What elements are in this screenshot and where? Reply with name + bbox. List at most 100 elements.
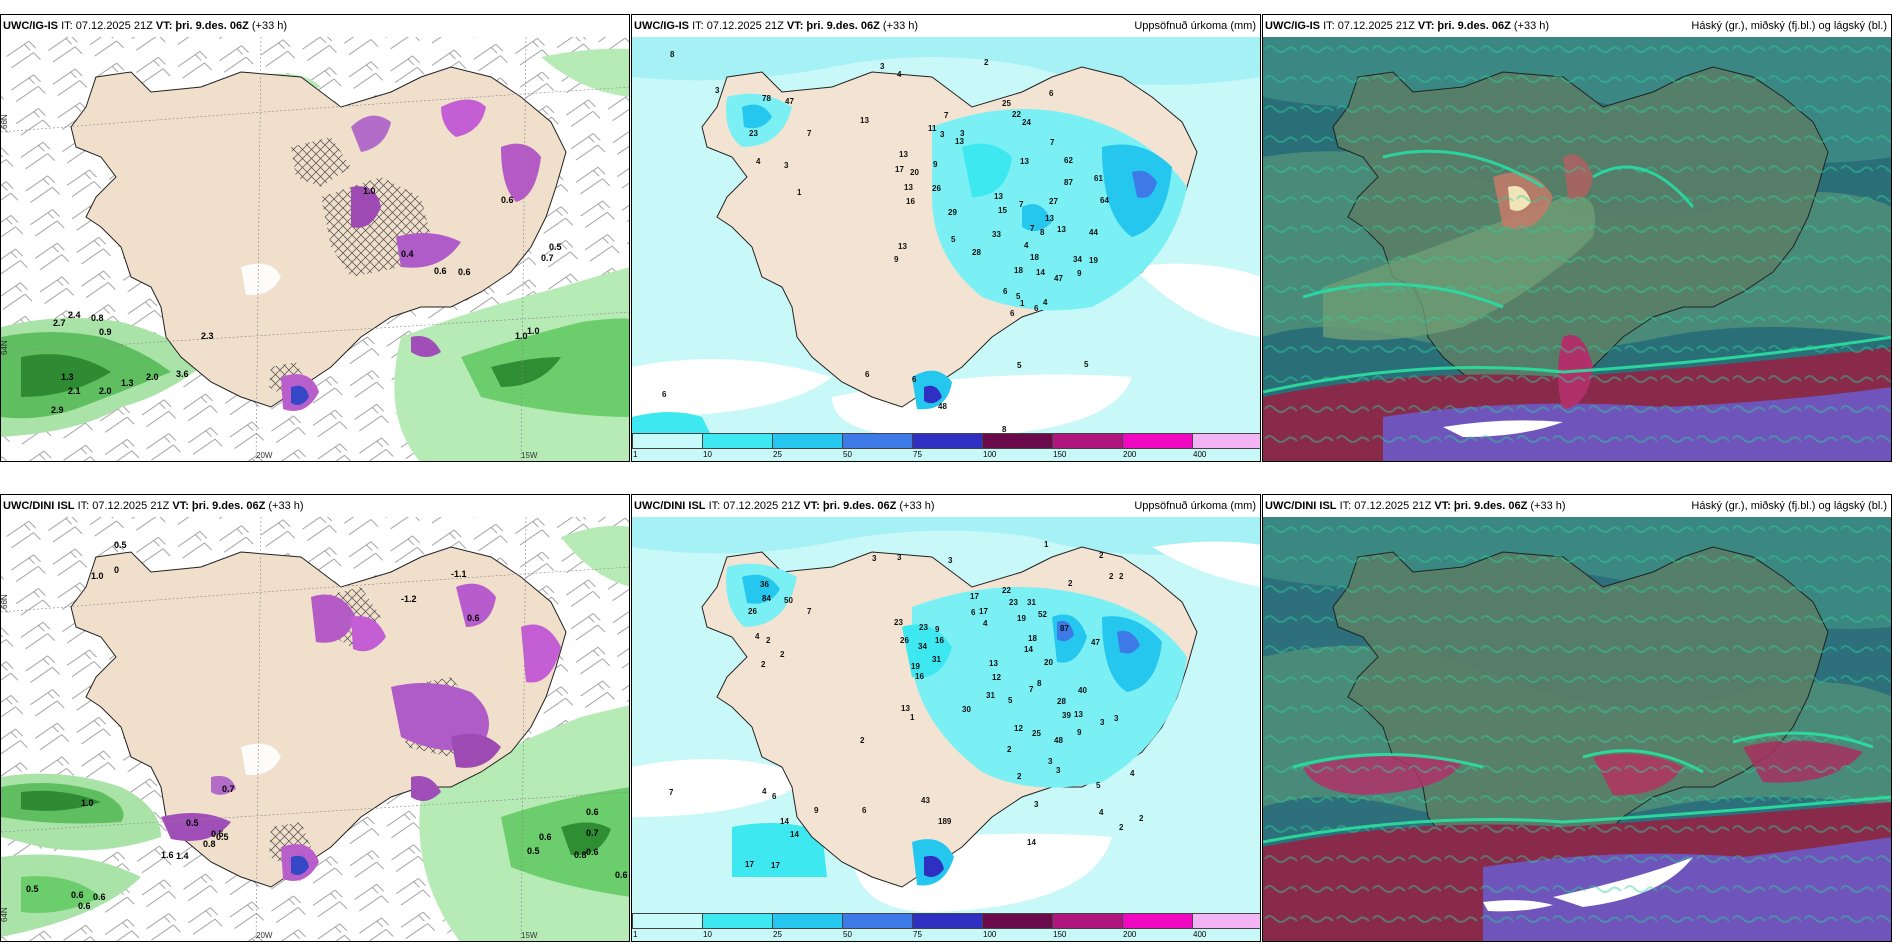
- init-time: IT: 07.12.2025 21Z: [1339, 500, 1432, 512]
- valid-label: VT:: [172, 500, 189, 512]
- model-name: UWC/IG-IS: [634, 20, 689, 32]
- panel-header: UWC/DINI ISL IT: 07.12.2025 21Z VT: þri.…: [1263, 495, 1891, 517]
- value-label: 0.6: [434, 266, 447, 276]
- precip-value-label: 6: [971, 608, 976, 617]
- precip-value-label: 7: [1029, 685, 1034, 694]
- precip-value-label: 87: [1064, 178, 1073, 187]
- value-label: -1.2: [401, 594, 417, 604]
- precip-value-label: 14: [790, 830, 799, 839]
- value-label: 0.6: [78, 901, 91, 911]
- lon-label-15w: 15W: [521, 931, 538, 940]
- precip-value-label: 6: [772, 792, 777, 801]
- lat-label-64n: 64N: [1, 907, 9, 922]
- precip-value-label: 189: [938, 817, 952, 826]
- value-label: 0.5: [26, 884, 39, 894]
- precip-value-label: 61: [1094, 174, 1103, 183]
- precip-value-label: 25: [1032, 729, 1041, 738]
- colorbar-swatch: [702, 433, 773, 449]
- init-time: IT: 07.12.2025 21Z: [692, 20, 784, 32]
- precip-value-label: 19: [1089, 256, 1098, 265]
- value-label: 0.6: [467, 613, 480, 623]
- precip-value-label: 3: [872, 554, 877, 563]
- precip-value-label: 3: [784, 161, 789, 170]
- precip-value-label: 5: [1008, 696, 1013, 705]
- valid-label: VT:: [803, 500, 820, 512]
- value-label: 2.0: [146, 372, 159, 382]
- precip-value-label: 7: [807, 129, 812, 138]
- valid-time: þri. 9.des. 06Z: [175, 20, 249, 32]
- precip-value-label: 43: [921, 796, 930, 805]
- colorbar-swatch: [912, 913, 983, 929]
- precip-value-label: 2: [1139, 814, 1144, 823]
- precip-value-label: 47: [785, 97, 794, 106]
- wind-map[interactable]: 20W 15W 66N 64N 0.5 1.0 0 -1.1 -1.2 0.6 0.7 1.0…: [1, 517, 630, 942]
- precip-value-label: 8: [1002, 425, 1007, 434]
- value-label: 1.6: [161, 850, 174, 860]
- precip-value-label: 13: [898, 242, 907, 251]
- precip-value-label: 47: [1054, 274, 1063, 283]
- value-label: 2.1: [68, 386, 81, 396]
- colorbar-tick-label: 200: [1123, 450, 1137, 459]
- colorbar-swatch: [912, 433, 983, 449]
- precip-value-label: 3: [948, 556, 953, 565]
- precip-value-label: 4: [755, 632, 760, 641]
- panel-wind-igis: UWC/IG-IS IT: 07.12.2025 21Z VT: þri. 9.…: [0, 14, 630, 462]
- precip-value-label: 3: [940, 130, 945, 139]
- precip-value-label: 62: [1064, 156, 1073, 165]
- precip-value-label: 47: [1091, 638, 1100, 647]
- precip-value-label: 6: [1034, 304, 1039, 313]
- value-label: 1.4: [176, 851, 189, 861]
- precip-value-label: 4: [756, 157, 761, 166]
- valid-label: VT:: [786, 20, 804, 32]
- lead-time: (+33 h): [882, 20, 919, 32]
- precip-value-label: 6: [662, 390, 667, 399]
- precip-value-label: 8: [670, 50, 675, 59]
- value-label: 0.6: [615, 870, 628, 880]
- colorbar-tick-label: 200: [1123, 930, 1137, 939]
- precip-value-label: 2: [1007, 745, 1012, 754]
- valid-time: þri. 9.des. 06Z: [191, 500, 266, 512]
- value-label: 0.7: [541, 253, 554, 263]
- precip-value-label: 7: [1030, 224, 1035, 233]
- precip-value-label: 87: [1060, 624, 1069, 633]
- colorbar-swatch: [702, 913, 773, 929]
- precip-value-label: 16: [906, 197, 915, 206]
- precip-value-label: 4: [983, 619, 988, 628]
- value-label: 2.0: [99, 386, 112, 396]
- lat-label-66n: 66N: [1, 114, 9, 129]
- precip-value-label: 33: [992, 230, 1001, 239]
- cloud-map[interactable]: [1263, 517, 1892, 942]
- panel-header: UWC/IG-IS IT: 07.12.2025 21Z VT: þri. 9.…: [632, 15, 1260, 37]
- precip-value-label: 1: [1044, 540, 1049, 549]
- precip-value-label: 2: [1109, 572, 1114, 581]
- precip-value-label: 5: [1016, 292, 1021, 301]
- precip-value-label: 1: [797, 188, 802, 197]
- precip-value-label: 13: [1057, 225, 1066, 234]
- panel-header: UWC/DINI ISL IT: 07.12.2025 21Z VT: þri.…: [1, 495, 629, 517]
- value-label: 2.9: [51, 405, 64, 415]
- lead-time: (+33 h): [899, 500, 935, 512]
- panel-header: UWC/IG-IS IT: 07.12.2025 21Z VT: þri. 9.…: [1263, 15, 1891, 37]
- colorbar-swatch: [1052, 433, 1123, 449]
- precip-value-label: 5: [1096, 781, 1101, 790]
- precip-value-label: 2: [1099, 551, 1104, 560]
- precip-value-label: 23: [1009, 598, 1018, 607]
- precip-value-label: 12: [1014, 724, 1023, 733]
- precip-value-label: 48: [938, 402, 947, 411]
- precip-value-label: 28: [972, 248, 981, 257]
- precip-value-label: 2: [780, 650, 785, 659]
- wind-map[interactable]: 20W 15W 66N 64N 2.72.4 0.8 0.9 2.3 3.6 2.0 1.3…: [1, 37, 630, 462]
- precip-value-label: 34: [1073, 255, 1082, 264]
- precip-value-label: 3: [1034, 800, 1039, 809]
- value-label: 0.7: [586, 828, 599, 838]
- cloud-map[interactable]: [1263, 37, 1892, 462]
- precip-value-label: 20: [1044, 658, 1053, 667]
- precip-value-label: 2: [984, 58, 989, 67]
- precip-value-label: 13: [1020, 157, 1029, 166]
- precip-value-label: 7: [807, 607, 812, 616]
- value-label: 0.8: [91, 313, 104, 323]
- precip-value-label: 7: [1050, 138, 1055, 147]
- colorbar-swatch: [982, 913, 1053, 929]
